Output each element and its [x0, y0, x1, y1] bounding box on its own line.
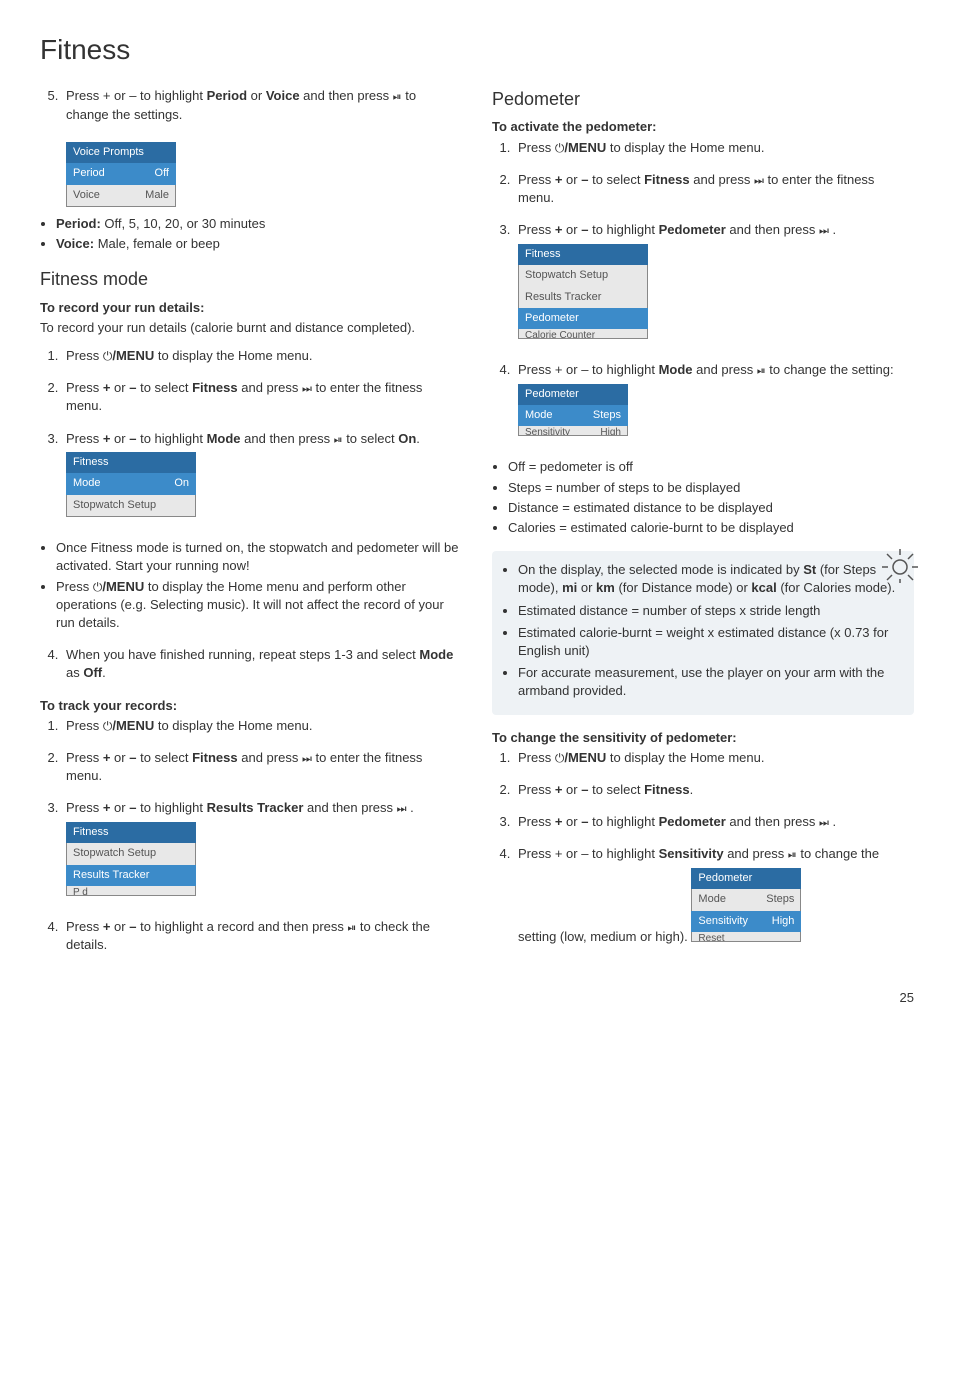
rec-bullet-2: Press /MENU to display the Home menu and… [56, 578, 462, 633]
activate-subhead: To activate the pedometer: [492, 118, 914, 136]
voice-bullet: Voice: Male, female or beep [56, 235, 462, 253]
power-icon [93, 579, 103, 594]
results-tracker-menu: Fitness Stopwatch Setup Results Tracker … [66, 822, 196, 896]
rec-step-2: Press + or – to select Fitness and press… [62, 379, 462, 416]
sensitivity-menu: Pedometer ModeSteps SensitivityHigh Rese… [691, 868, 801, 942]
forward-icon [397, 800, 407, 815]
ped-step-2: Press + or – to select Fitness and press… [514, 171, 914, 208]
fitness-mode-heading: Fitness mode [40, 267, 462, 292]
tip-sun-icon [880, 545, 920, 585]
ped-step-4: Press + or – to highlight Mode and press… [514, 361, 914, 444]
sensitivity-subhead: To change the sensitivity of pedometer: [492, 729, 914, 747]
record-subhead: To record your run details: [40, 299, 462, 317]
trk-step-1: Press /MENU to display the Home menu. [62, 717, 462, 735]
forward-icon [819, 814, 829, 829]
pedometer-fitness-menu: Fitness Stopwatch Setup Results Tracker … [518, 244, 648, 340]
mode-bullet-calories: Calories = estimated calorie-burnt to be… [508, 519, 914, 537]
power-icon [103, 718, 113, 733]
mode-bullet-off: Off = pedometer is off [508, 458, 914, 476]
period-bullet: Period: Off, 5, 10, 20, or 30 minutes [56, 215, 462, 233]
pedometer-mode-menu: Pedometer ModeSteps SensitivityHigh [518, 384, 628, 437]
page-title: Fitness [40, 30, 914, 69]
record-intro: To record your run details (calorie burn… [40, 319, 462, 337]
forward-icon [819, 222, 829, 237]
playpause-icon [757, 362, 766, 377]
playpause-icon [788, 846, 797, 861]
left-column: Press + or – to highlight Period or Voic… [40, 87, 462, 968]
rec-bullet-1: Once Fitness mode is turned on, the stop… [56, 539, 462, 575]
pedometer-heading: Pedometer [492, 87, 914, 112]
forward-icon [302, 750, 312, 765]
sens-step-3: Press + or – to highlight Pedometer and … [514, 813, 914, 831]
track-subhead: To track your records: [40, 697, 462, 715]
rec-step-4: When you have finished running, repeat s… [62, 646, 462, 682]
sens-step-2: Press + or – to select Fitness. [514, 781, 914, 799]
power-icon [555, 140, 565, 155]
tip-4: For accurate measurement, use the player… [518, 664, 902, 700]
trk-step-4: Press + or – to highlight a record and t… [62, 918, 462, 955]
ped-step-1: Press /MENU to display the Home menu. [514, 139, 914, 157]
playpause-icon [334, 431, 343, 446]
tip-3: Estimated calorie-burnt = weight x estim… [518, 624, 902, 660]
voice-prompts-menu: Voice Prompts PeriodOff VoiceMale [66, 142, 176, 207]
power-icon [555, 750, 565, 765]
forward-icon [754, 172, 764, 187]
trk-step-2: Press + or – to select Fitness and press… [62, 749, 462, 786]
fitness-mode-menu: Fitness ModeOn Stopwatch Setup [66, 452, 196, 517]
tip-box: On the display, the selected mode is ind… [492, 551, 914, 714]
mode-bullet-distance: Distance = estimated distance to be disp… [508, 499, 914, 517]
playpause-icon [393, 88, 402, 103]
forward-icon [302, 380, 312, 395]
sens-step-1: Press /MENU to display the Home menu. [514, 749, 914, 767]
sens-step-4: Press + or – to highlight Sensitivity an… [514, 845, 914, 950]
ped-step-3: Press + or – to highlight Pedometer and … [514, 221, 914, 347]
tip-1: On the display, the selected mode is ind… [518, 561, 902, 597]
rec-step-1: Press /MENU to display the Home menu. [62, 347, 462, 365]
power-icon [103, 348, 113, 363]
tip-2: Estimated distance = number of steps x s… [518, 602, 902, 620]
trk-step-3: Press + or – to highlight Results Tracke… [62, 799, 462, 904]
playpause-icon [348, 919, 357, 934]
step-5: Press + or – to highlight Period or Voic… [62, 87, 462, 124]
mode-bullet-steps: Steps = number of steps to be displayed [508, 479, 914, 497]
right-column: Pedometer To activate the pedometer: Pre… [492, 87, 914, 968]
rec-step-3: Press + or – to highlight Mode and then … [62, 430, 462, 526]
page-number: 25 [40, 989, 914, 1007]
